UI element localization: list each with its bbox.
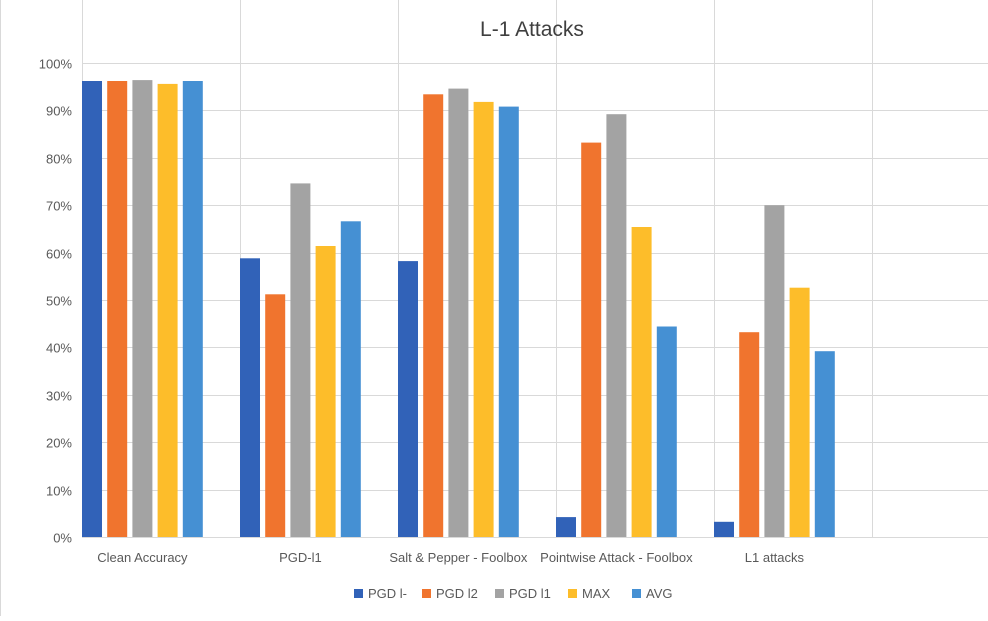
x-tick-label: Salt & Pepper - Foolbox [389, 550, 528, 565]
legend-label: AVG [646, 586, 673, 601]
bar [240, 258, 260, 537]
bar [290, 183, 311, 537]
bar [714, 521, 734, 537]
y-tick-label: 10% [46, 484, 72, 499]
y-tick-label: 20% [46, 436, 72, 451]
bar [473, 101, 494, 538]
bar [656, 326, 677, 537]
bar [498, 106, 519, 537]
x-tick-label: Pointwise Attack - Foolbox [540, 550, 693, 565]
y-tick-label: 40% [46, 341, 72, 356]
bar [82, 81, 102, 537]
bar [107, 81, 128, 537]
x-tick-label: Clean Accuracy [97, 550, 188, 565]
y-tick-label: 80% [46, 152, 72, 167]
y-tick-label: 70% [46, 199, 72, 214]
bars [82, 80, 835, 538]
chart-title: L-1 Attacks [480, 18, 584, 41]
bar [265, 294, 286, 537]
x-tick-label: PGD-l1 [279, 550, 322, 565]
bar [132, 80, 153, 537]
y-tick-label: 90% [46, 104, 72, 119]
bar [739, 332, 760, 537]
legend-label: MAX [582, 586, 611, 601]
bar [315, 246, 336, 537]
bar [814, 351, 835, 537]
bar [398, 261, 418, 537]
legend-swatch [568, 589, 577, 598]
bar [606, 114, 627, 537]
x-axis-ticks: Clean Accuracy PGD-l1 Salt & Pepper - Fool… [97, 550, 804, 565]
legend-label: PGD l- [368, 586, 407, 601]
legend-label: PGD l1 [509, 586, 551, 601]
legend-swatch [354, 589, 363, 598]
legend: PGD l- PGD l2 PGD l1 MAX AVG [354, 586, 673, 601]
bar [556, 517, 576, 537]
legend-swatch [422, 589, 431, 598]
bar [581, 142, 602, 537]
legend-swatch [632, 589, 641, 598]
bar [631, 227, 652, 537]
bar [157, 83, 178, 538]
bar [423, 94, 444, 538]
x-tick-label: L1 attacks [745, 550, 805, 565]
y-tick-label: 30% [46, 389, 72, 404]
legend-label: PGD l2 [436, 586, 478, 601]
y-axis-ticks: 0% 10% 20% 30% 40% 50% 60% 70% 80% 90% 100% [39, 57, 73, 546]
bar [340, 221, 361, 538]
y-tick-label: 100% [39, 57, 73, 72]
y-tick-label: 60% [46, 247, 72, 262]
y-tick-label: 0% [53, 531, 72, 546]
bar [789, 287, 810, 537]
bar [448, 88, 469, 537]
y-tick-label: 50% [46, 294, 72, 309]
bar [182, 81, 203, 537]
bar [764, 205, 785, 537]
legend-swatch [495, 589, 504, 598]
